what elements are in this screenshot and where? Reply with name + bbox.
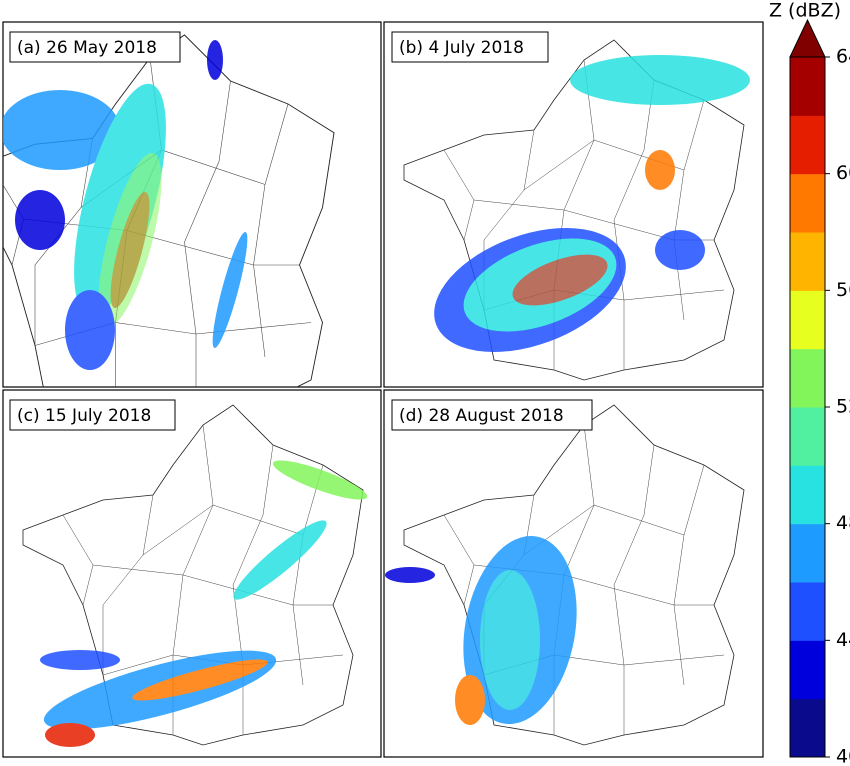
panel-label: (b) 4 July 2018 (399, 38, 524, 58)
label-box (9, 31, 181, 63)
panel-label: (d) 28 August 2018 (399, 406, 564, 426)
colorbar-band (790, 57, 825, 116)
panel: (d) 28 August 2018 (383, 389, 764, 758)
colorbar-tick-label: 60 (836, 162, 850, 184)
panel: (a) 26 May 2018 (2, 21, 382, 388)
panel: (b) 4 July 2018 (383, 21, 764, 388)
colorbar-band (790, 232, 825, 291)
colorbar-band (790, 407, 825, 466)
label-box (391, 31, 549, 63)
radar-map (3, 34, 335, 387)
panel-label: (c) 15 July 2018 (17, 406, 151, 426)
colorbar-band (790, 173, 825, 233)
colorbar-tick-label: 64 (836, 46, 850, 68)
radar-map (385, 404, 745, 746)
colorbar-band (790, 348, 825, 408)
panel: (c) 15 July 2018 (2, 389, 382, 758)
colorbar-label: Z (dBZ) (769, 0, 841, 22)
colorbar-tick-label: 56 (836, 279, 850, 301)
colorbar-tick-label: 52 (836, 396, 850, 418)
radar-map (403, 39, 750, 381)
colorbar-band (790, 115, 825, 175)
colorbar-tick-label: 40 (836, 746, 850, 766)
colorbar-band (790, 523, 825, 583)
radar-map (22, 404, 368, 747)
label-box (9, 399, 176, 431)
colorbar-tick-label: 44 (836, 629, 850, 651)
panel-label: (a) 26 May 2018 (17, 38, 157, 58)
colorbar-band (790, 582, 825, 641)
panel-frame (383, 389, 764, 758)
colorbar-band (790, 290, 825, 350)
colorbar-extension (789, 18, 826, 58)
colorbar-band (790, 698, 825, 758)
colorbar: 40 44 48 52 56 60 64 (789, 18, 850, 766)
label-box (391, 399, 593, 431)
colorbar-tick-label: 48 (836, 512, 850, 534)
colorbar-band (790, 465, 825, 525)
colorbar-band (790, 640, 825, 700)
